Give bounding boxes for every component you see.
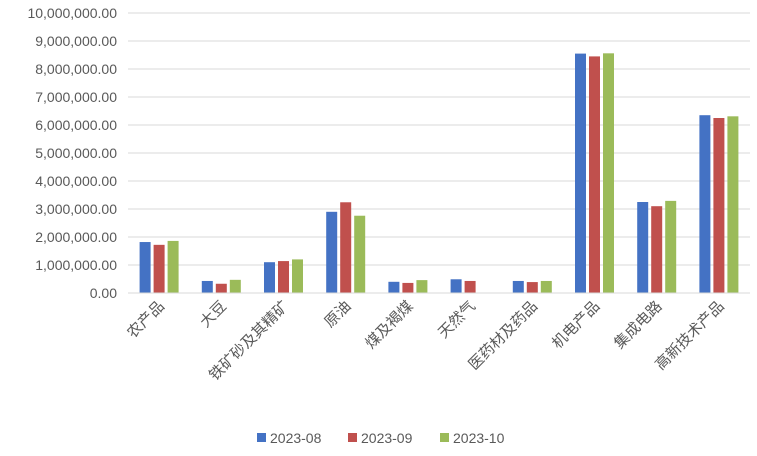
y-tick-label: 6,000,000.00 — [35, 117, 117, 133]
legend-label: 2023-08 — [270, 430, 322, 446]
bar — [540, 280, 552, 293]
bars — [139, 53, 739, 294]
bar — [340, 202, 352, 293]
bar — [388, 281, 400, 293]
bar — [699, 115, 711, 293]
y-tick-label: 1,000,000.00 — [35, 257, 117, 273]
gridlines — [128, 12, 750, 266]
legend-label: 2023-10 — [453, 430, 505, 446]
legend-swatch — [257, 433, 266, 442]
bar — [464, 280, 476, 293]
y-tick-label: 10,000,000.00 — [27, 5, 117, 21]
bar — [201, 280, 213, 293]
y-tick-label: 8,000,000.00 — [35, 61, 117, 77]
bar — [264, 262, 275, 293]
bar — [637, 202, 649, 293]
bar — [450, 279, 462, 293]
bar — [416, 280, 428, 293]
bar — [526, 282, 538, 293]
legend-label: 2023-09 — [361, 430, 413, 446]
y-tick-label: 9,000,000.00 — [35, 33, 117, 49]
legend-swatch — [348, 433, 357, 442]
bar — [713, 118, 725, 293]
y-tick-label: 4,000,000.00 — [35, 173, 117, 189]
bar — [354, 215, 366, 293]
y-tick-label: 3,000,000.00 — [35, 201, 117, 217]
bar — [651, 206, 663, 293]
y-tick-label: 7,000,000.00 — [35, 89, 117, 105]
x-category-label: 大豆 — [196, 297, 230, 331]
x-category-label: 天然气 — [434, 297, 479, 342]
bar — [589, 56, 600, 294]
y-tick-label: 5,000,000.00 — [35, 145, 117, 161]
bar — [167, 240, 179, 293]
bar — [512, 280, 524, 293]
bar — [153, 244, 165, 293]
y-tick-label: 2,000,000.00 — [35, 229, 117, 245]
bar — [292, 259, 303, 293]
bar — [603, 53, 614, 293]
bar — [326, 211, 338, 293]
bar — [727, 116, 739, 293]
bar — [575, 53, 586, 293]
bar — [215, 283, 227, 293]
bar — [402, 282, 414, 293]
bar — [278, 261, 289, 293]
x-category-label: 煤及褐煤 — [362, 297, 417, 352]
x-category-label: 原油 — [321, 297, 355, 331]
bar — [139, 242, 151, 293]
bar — [229, 279, 241, 293]
bar — [665, 200, 677, 293]
x-category-label: 集成电路 — [610, 297, 665, 352]
legend-swatch — [440, 433, 449, 442]
legend: 2023-08 2023-09 2023-10 — [257, 430, 505, 446]
y-axis-ticks: 0.00 1,000,000.00 2,000,000.00 3,000,000.00… — [27, 5, 117, 301]
x-category-label: 农产品 — [123, 297, 168, 342]
x-category-label: 机电产品 — [548, 297, 603, 352]
y-tick-label: 0.00 — [90, 285, 117, 301]
